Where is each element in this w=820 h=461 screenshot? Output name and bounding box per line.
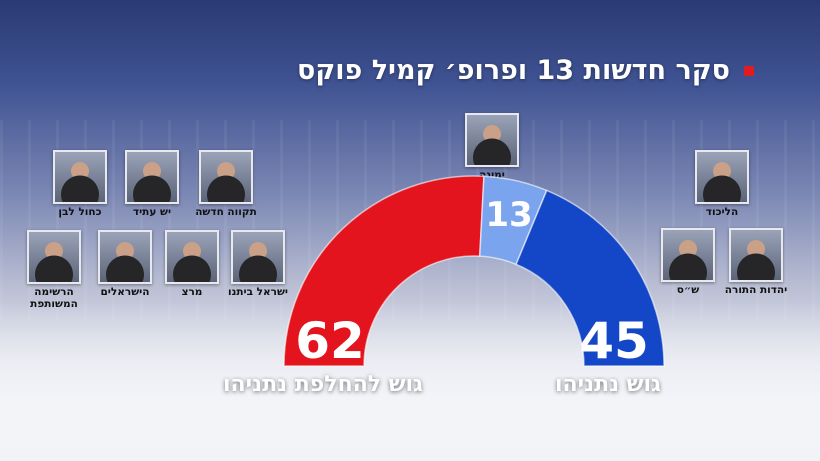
title-bullet-icon xyxy=(744,65,754,76)
party-label: יהדות התורה xyxy=(724,284,788,296)
anti-bloc-value: 62 xyxy=(295,312,365,370)
party-label: הליכוד xyxy=(705,206,739,218)
party-label: כחול לבן xyxy=(58,206,102,218)
segment-pro-bloc xyxy=(515,189,665,367)
pro-bloc-label: גוש נתניהו xyxy=(555,372,661,397)
pro-bloc-value: 45 xyxy=(579,312,649,370)
party-label: הרשימה המשותפת xyxy=(30,286,78,310)
party-yamina: ימינה xyxy=(460,113,524,181)
portrait-icon xyxy=(125,150,179,204)
party-label: יש עתיד xyxy=(132,206,172,218)
portrait-icon xyxy=(695,150,749,204)
party-label: ש״ס xyxy=(676,284,700,296)
yamina-value: 13 xyxy=(485,195,532,235)
party-likud: הליכוד xyxy=(690,150,754,218)
title-bar: סקר חדשות 13 ופרופ׳ קמיל פוקס xyxy=(297,55,754,86)
portrait-icon xyxy=(231,230,285,284)
party-blue-white: כחול לבן xyxy=(48,150,112,218)
party-shas: ש״ס xyxy=(656,228,720,296)
portrait-icon xyxy=(165,230,219,284)
portrait-icon xyxy=(729,228,783,282)
party-israelis: הישראלים xyxy=(93,230,157,298)
portrait-icon xyxy=(98,230,152,284)
party-yisrael-beiteinu: ישראל ביתנו xyxy=(226,230,290,298)
portrait-icon xyxy=(53,150,107,204)
party-label: תקווה חדשה xyxy=(195,206,257,218)
background-floor xyxy=(0,300,820,461)
portrait-icon xyxy=(661,228,715,282)
party-label: הישראלים xyxy=(100,286,150,298)
party-label: ישראל ביתנו xyxy=(227,286,289,298)
portrait-icon xyxy=(465,113,519,167)
party-joint-list: הרשימה המשותפת xyxy=(22,230,86,310)
segment-anti-bloc xyxy=(283,175,485,367)
party-yesh-atid: יש עתיד xyxy=(120,150,184,218)
party-label: מרצ xyxy=(181,286,203,298)
portrait-icon xyxy=(199,150,253,204)
party-new-hope: תקווה חדשה xyxy=(194,150,258,218)
party-utj: יהדות התורה xyxy=(724,228,788,296)
portrait-icon xyxy=(27,230,81,284)
page-title: סקר חדשות 13 ופרופ׳ קמיל פוקס xyxy=(297,55,730,86)
anti-bloc-label: גוש להחלפת נתניהו xyxy=(223,372,423,397)
party-meretz: מרצ xyxy=(160,230,224,298)
